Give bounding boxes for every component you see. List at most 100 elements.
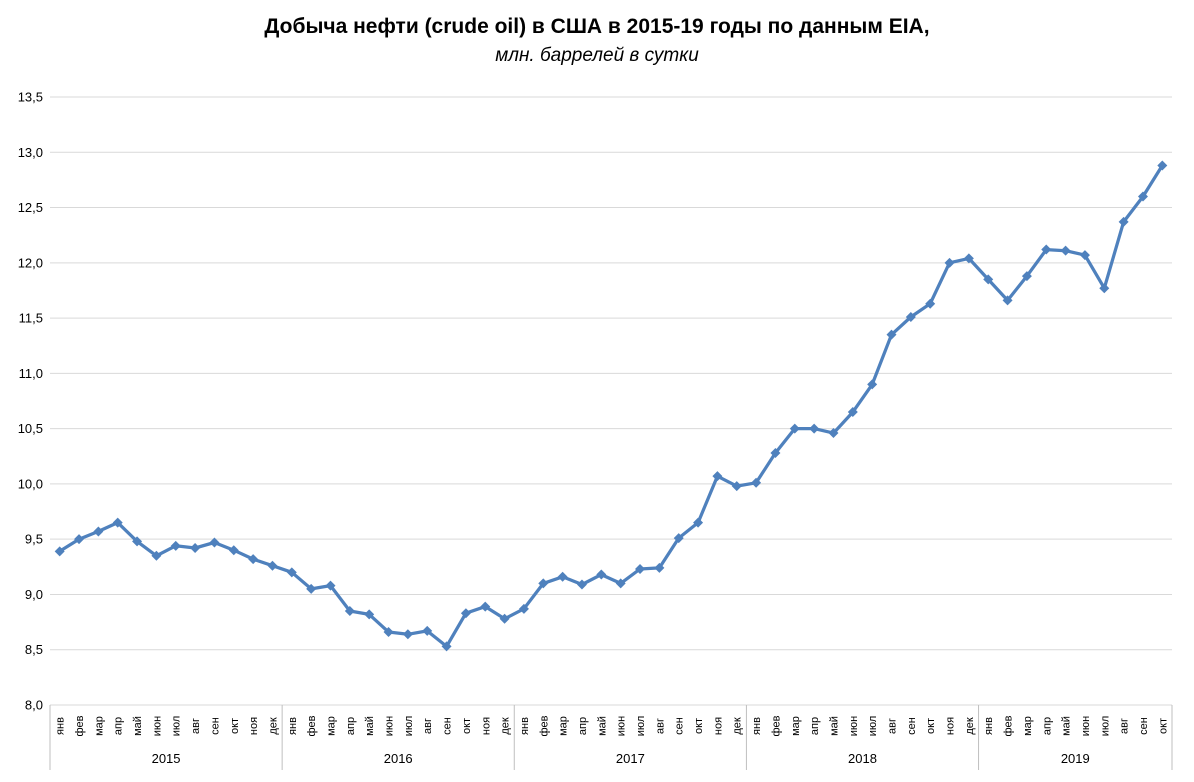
data-point-marker	[1079, 250, 1090, 261]
month-label: янв	[287, 717, 299, 735]
month-label: окт	[229, 718, 241, 734]
month-label: сен	[674, 717, 686, 735]
data-point-marker	[325, 580, 336, 591]
data-point-marker	[112, 517, 123, 528]
year-label: 2016	[384, 751, 413, 766]
y-axis-label: 12,5	[18, 200, 43, 215]
month-label: июн	[616, 716, 628, 736]
data-point-marker	[1137, 191, 1148, 202]
series-line	[58, 163, 1164, 649]
y-axis-label: 11,0	[19, 366, 43, 381]
month-label: июл	[171, 716, 183, 737]
month-label: фев	[74, 715, 86, 736]
data-point-marker	[905, 311, 916, 322]
y-axis-label: 11,5	[19, 311, 43, 326]
month-label: дек	[964, 717, 976, 735]
y-axis-label: 9,5	[25, 532, 43, 547]
month-label: сен	[1138, 717, 1150, 735]
data-point-marker	[538, 578, 549, 589]
month-label: апр	[113, 717, 125, 735]
data-point-marker	[151, 550, 162, 561]
month-label: ноя	[712, 717, 724, 735]
data-point-marker	[1099, 283, 1110, 294]
month-label: апр	[1041, 717, 1053, 735]
month-label: сен	[442, 717, 454, 735]
month-label: авг	[190, 718, 202, 734]
data-point-marker	[306, 583, 317, 594]
data-point-marker	[963, 253, 974, 264]
month-label: июн	[848, 716, 860, 736]
data-point-marker	[712, 471, 723, 482]
data-point-marker	[480, 601, 491, 612]
month-label: ноя	[248, 717, 260, 735]
data-point-marker	[1002, 295, 1013, 306]
month-label: май	[829, 716, 841, 736]
month-label: мар	[790, 716, 802, 736]
data-point-marker	[93, 526, 104, 537]
data-point-marker	[635, 564, 646, 575]
data-point-marker	[596, 569, 607, 580]
month-label: авг	[422, 718, 434, 734]
month-label: дек	[500, 717, 512, 735]
month-label: янв	[55, 717, 67, 735]
data-point-marker	[809, 423, 820, 434]
month-label: мар	[326, 716, 338, 736]
data-point-marker	[983, 274, 994, 285]
data-point-marker	[228, 545, 239, 556]
month-label: май	[596, 716, 608, 736]
data-point-marker	[770, 447, 781, 458]
year-label: 2015	[152, 751, 181, 766]
data-point-marker	[654, 562, 665, 573]
month-label: мар	[558, 716, 570, 736]
data-point-marker	[422, 625, 433, 636]
y-axis-label: 9,0	[25, 587, 43, 602]
month-label: янв	[519, 717, 531, 735]
month-label: окт	[461, 718, 473, 734]
data-point-marker	[1041, 244, 1052, 255]
month-label: ноя	[480, 717, 492, 735]
y-axis-label: 8,5	[25, 642, 43, 657]
data-point-marker	[673, 533, 684, 544]
month-label: апр	[345, 717, 357, 735]
month-label: фев	[306, 715, 318, 736]
month-label: сен	[906, 717, 918, 735]
month-label: фев	[1003, 715, 1015, 736]
month-label: фев	[770, 715, 782, 736]
data-point-marker	[267, 560, 278, 571]
chart-subtitle: млн. баррелей в сутки	[495, 45, 699, 66]
data-point-marker	[190, 543, 201, 554]
y-axis-label: 13,0	[18, 145, 43, 160]
month-label: май	[364, 716, 376, 736]
data-point-marker	[383, 627, 394, 638]
month-label: окт	[693, 718, 705, 734]
data-point-marker	[518, 603, 529, 614]
data-point-marker	[344, 606, 355, 617]
month-label: ноя	[945, 717, 957, 735]
month-label: авг	[1119, 718, 1131, 734]
data-point-marker	[209, 537, 220, 548]
year-label: 2018	[848, 751, 877, 766]
month-label: июл	[403, 716, 415, 737]
month-label: окт	[1157, 718, 1169, 734]
data-point-marker	[886, 329, 897, 340]
data-point-marker	[847, 407, 858, 418]
month-label: авг	[887, 718, 899, 734]
data-point-marker	[751, 477, 762, 488]
data-point-marker	[248, 554, 259, 565]
month-label: июл	[1099, 716, 1111, 737]
data-point-marker	[441, 641, 452, 652]
data-point-marker	[944, 257, 955, 268]
month-label: июн	[151, 716, 163, 736]
month-label: фев	[538, 715, 550, 736]
month-label: янв	[983, 717, 995, 735]
month-label: апр	[809, 717, 821, 735]
y-axis-label: 12,0	[18, 255, 43, 270]
data-point-marker	[731, 481, 742, 492]
data-point-marker	[1157, 160, 1168, 171]
month-label: июн	[1080, 716, 1092, 736]
chart-title: Добыча нефти (crude oil) в США в 2015-19…	[264, 15, 930, 38]
data-point-marker	[925, 298, 936, 309]
data-point-marker	[402, 629, 413, 640]
